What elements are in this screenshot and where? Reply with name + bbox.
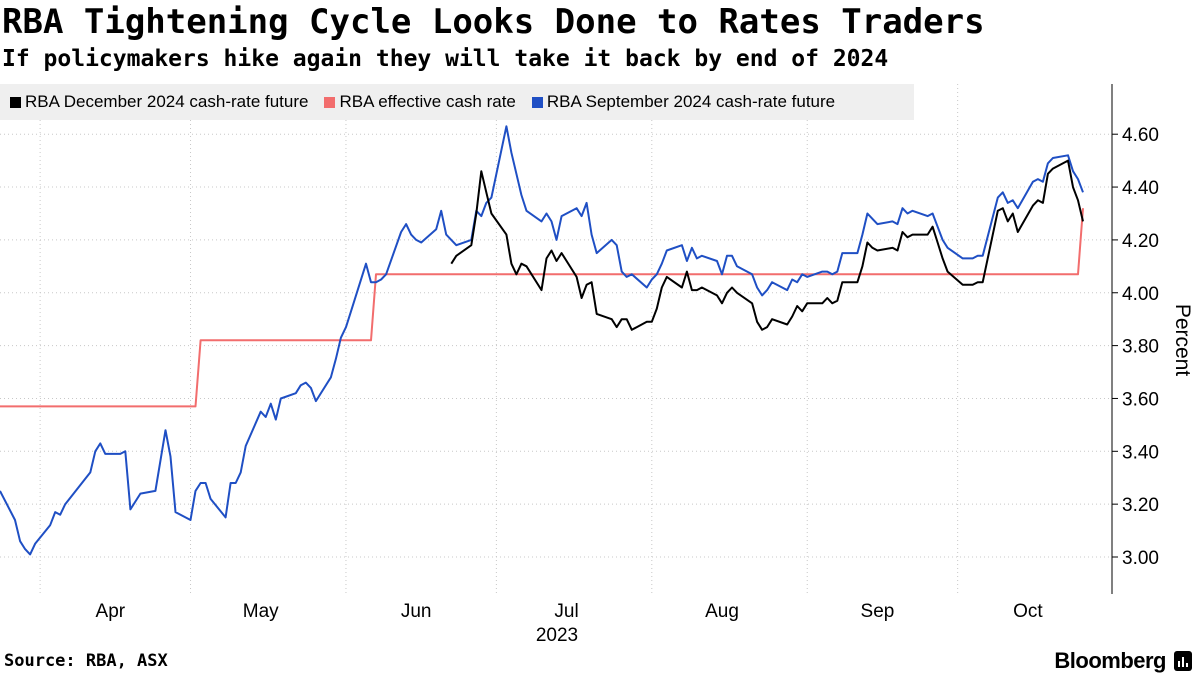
x-axis-year-label: 2023 xyxy=(536,625,578,646)
x-tick-label: May xyxy=(243,601,279,622)
y-axis-title: Percent xyxy=(1171,304,1194,377)
y-tick-label: 4.40 xyxy=(1122,178,1159,199)
series-line-dec2024 xyxy=(450,159,1084,331)
y-tick-label: 3.20 xyxy=(1122,495,1159,516)
legend-label-effective: RBA effective cash rate xyxy=(339,92,516,111)
legend-swatch-sep2024 xyxy=(531,96,543,108)
legend: RBA December 2024 cash-rate future RBA e… xyxy=(0,84,914,120)
x-tick-label: Aug xyxy=(705,601,739,622)
x-tick-label: Jul xyxy=(554,601,578,622)
x-tick-label: Apr xyxy=(96,601,126,622)
bloomberg-logo: Bloomberg xyxy=(1054,648,1166,673)
y-tick-label: 4.60 xyxy=(1122,125,1159,146)
y-tick-label: 3.60 xyxy=(1122,389,1159,410)
legend-label-dec2024: RBA December 2024 cash-rate future xyxy=(25,92,309,111)
y-tick-label: 3.40 xyxy=(1122,442,1159,463)
y-tick-label: 3.80 xyxy=(1122,337,1159,358)
y-tick-label: 3.00 xyxy=(1122,548,1159,569)
legend-swatch-effective xyxy=(324,96,336,108)
legend-item-effective: RBA effective cash rate xyxy=(324,92,516,112)
axes: 3.00 3.20 3.40 3.60 3.80 4.00 4.20 4.40 4.60 Perc… xyxy=(96,84,1194,646)
chart-title: RBA Tightening Cycle Looks Done to Rates… xyxy=(2,2,985,42)
y-tick-label: 4.20 xyxy=(1122,231,1159,252)
series-lines xyxy=(0,125,1084,556)
legend-label-sep2024: RBA September 2024 cash-rate future xyxy=(546,92,836,111)
source-note: Source: RBA, ASX xyxy=(4,651,168,671)
legend-swatch-dec2024 xyxy=(10,96,21,108)
bloomberg-terminal-icon xyxy=(1174,651,1192,671)
legend-item-sep2024: RBA September 2024 cash-rate future xyxy=(531,92,836,112)
series-line-sep2024 xyxy=(0,125,1084,556)
legend-item-dec2024: RBA December 2024 cash-rate future xyxy=(10,92,308,112)
x-tick-label: Sep xyxy=(861,601,895,622)
series-line-effective xyxy=(0,208,1084,408)
x-tick-label: Oct xyxy=(1013,601,1043,622)
chart-subtitle: If policymakers hike again they will tak… xyxy=(2,46,889,72)
gridlines xyxy=(0,84,1112,594)
y-tick-label: 4.00 xyxy=(1122,284,1159,305)
x-tick-label: Jun xyxy=(401,601,432,622)
